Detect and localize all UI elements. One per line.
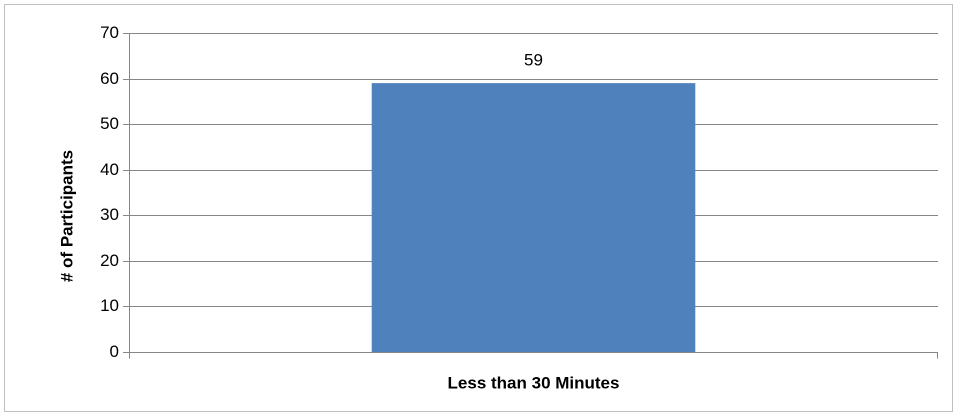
bar [371,83,696,352]
y-tick-label: 0 [110,342,119,361]
axes [123,33,938,359]
y-tick-label: 50 [100,114,119,133]
bars [371,83,696,352]
data-label: 59 [524,51,543,70]
labels: 0 10 20 30 40 50 60 70 59 Less than 30 Minutes [100,23,619,393]
x-category-label: Less than 30 Minutes [448,373,620,392]
y-tick-label: 30 [100,205,119,224]
y-tick-label: 60 [100,69,119,88]
y-tick-label: 20 [100,251,119,270]
y-tick-label: 40 [100,160,119,179]
y-tick-label: 70 [100,23,119,42]
y-axis-title: # of Participants [57,150,76,282]
y-tick-label: 10 [100,296,119,315]
